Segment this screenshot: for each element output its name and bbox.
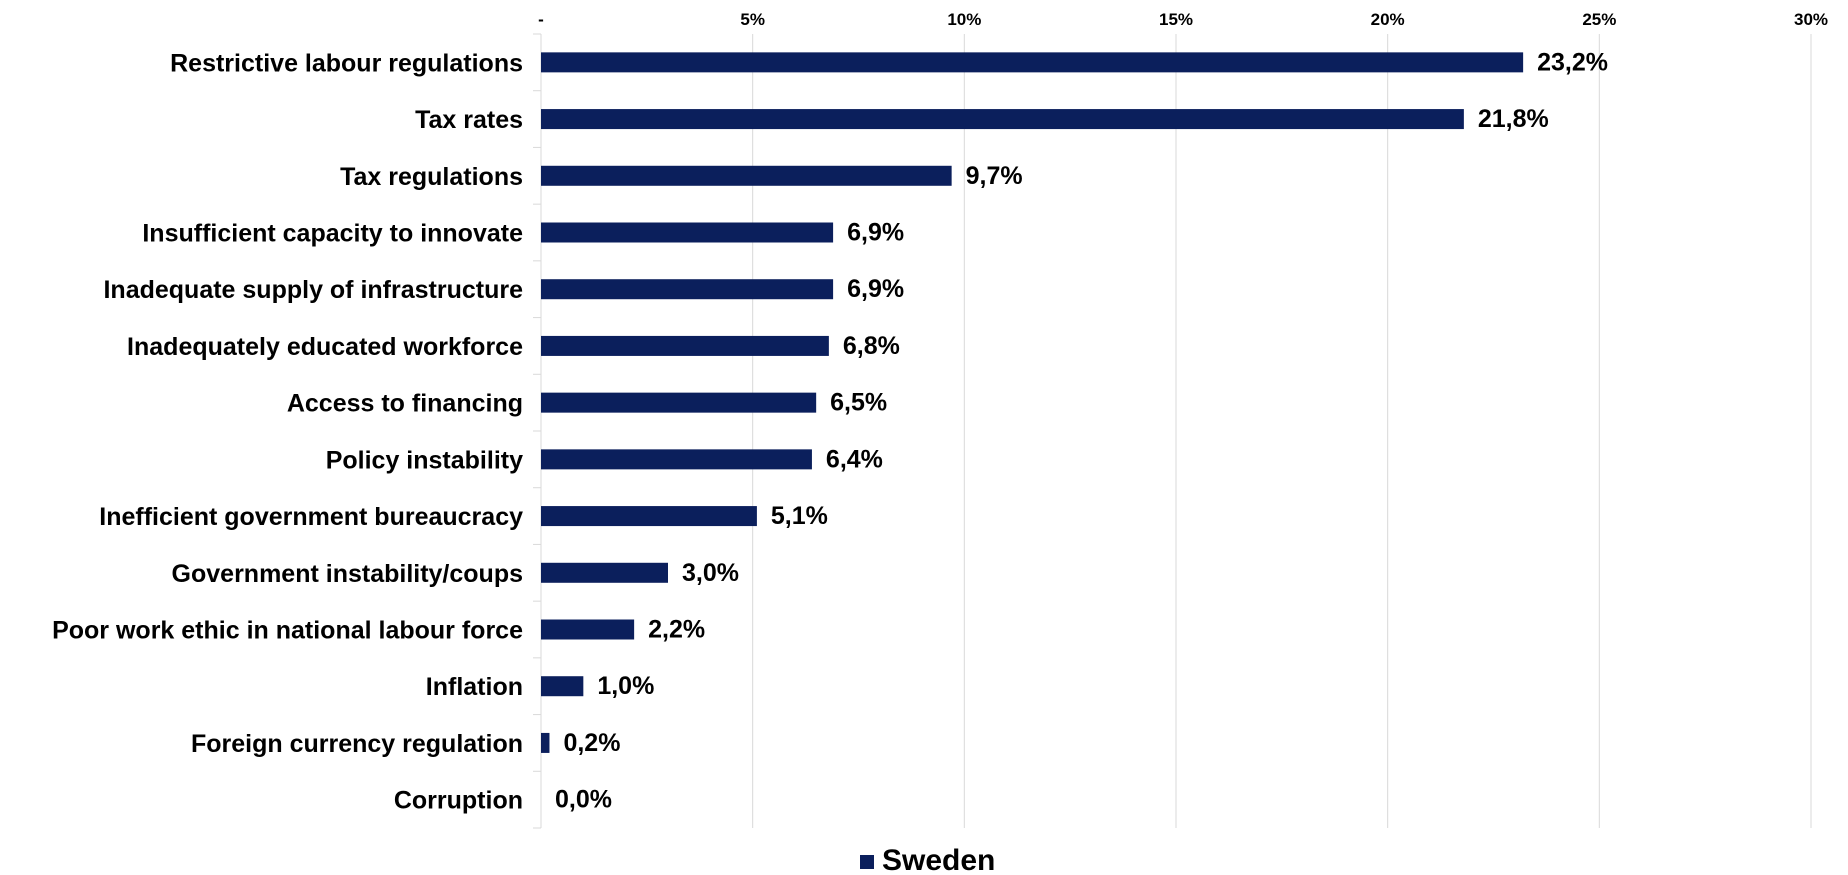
bar-tax-regulations <box>541 165 952 186</box>
category-label-tax-regulations: Tax regulations <box>340 163 523 191</box>
category-label-inadequately-educated-workforce: Inadequately educated workforce <box>127 333 523 361</box>
bar-restrictive-labour-regulations <box>541 52 1524 73</box>
value-label-government-instability-coups: 3,0% <box>682 559 739 587</box>
x-tick-label-15: 15% <box>1159 10 1193 29</box>
value-labels: 23,2% 21,8% 9,7% 6,9% 6,9% 6,8% 6,5% 6,4% 5,1% 3,… <box>555 48 1608 813</box>
value-label-inadequate-supply-of-infrastructure: 6,9% <box>847 275 904 303</box>
bar-foreign-currency-regulation <box>541 732 550 753</box>
legend: Sweden <box>860 844 995 875</box>
bar-government-instability-coups <box>541 562 668 583</box>
x-tick-label-20: 20% <box>1371 10 1405 29</box>
value-label-poor-work-ethic-in-national-labour-force: 2,2% <box>648 616 705 644</box>
category-label-inflation: Inflation <box>426 673 523 701</box>
x-tick-label-0: - <box>538 10 544 29</box>
category-label-corruption: Corruption <box>394 787 523 815</box>
x-tick-label-10: 10% <box>947 10 981 29</box>
bar-access-to-financing <box>541 392 817 413</box>
bar-poor-work-ethic-in-national-labour-force <box>541 619 635 640</box>
x-tick-label-5: 5% <box>740 10 765 29</box>
x-tick-label-25: 25% <box>1582 10 1616 29</box>
value-label-restrictive-labour-regulations: 23,2% <box>1537 48 1608 76</box>
x-tick-labels: - 5% 10% 15% 20% 25% 30% <box>538 10 1828 29</box>
bar-inadequate-supply-of-infrastructure <box>541 279 834 300</box>
x-tick-label-30: 30% <box>1794 10 1828 29</box>
value-label-policy-instability: 6,4% <box>826 445 883 473</box>
category-label-foreign-currency-regulation: Foreign currency regulation <box>191 730 523 758</box>
value-label-tax-rates: 21,8% <box>1478 105 1549 133</box>
category-label-restrictive-labour-regulations: Restrictive labour regulations <box>170 49 523 77</box>
category-label-access-to-financing: Access to financing <box>287 390 523 418</box>
bar-tax-rates <box>541 109 1464 130</box>
value-label-inadequately-educated-workforce: 6,8% <box>843 332 900 360</box>
category-label-policy-instability: Policy instability <box>326 446 523 474</box>
value-label-foreign-currency-regulation: 0,2% <box>563 729 620 757</box>
bar-inefficient-government-bureaucracy <box>541 506 757 527</box>
category-label-tax-rates: Tax rates <box>415 106 523 134</box>
category-label-inadequate-supply-of-infrastructure: Inadequate supply of infrastructure <box>103 276 523 304</box>
legend-swatch-sweden <box>860 855 874 869</box>
category-label-government-instability-coups: Government instability/coups <box>172 560 523 588</box>
gridlines <box>752 34 1812 828</box>
category-label-inefficient-government-bureaucracy: Inefficient government bureaucracy <box>99 503 523 531</box>
legend-label-sweden: Sweden <box>882 844 995 875</box>
bars <box>541 52 1524 753</box>
value-label-inefficient-government-bureaucracy: 5,1% <box>771 502 828 530</box>
category-label-poor-work-ethic-in-national-labour-force: Poor work ethic in national labour force <box>52 617 523 645</box>
category-labels: Restrictive labour regulations Tax rates T… <box>52 49 523 814</box>
bar-inflation <box>541 676 584 697</box>
category-axis <box>533 33 542 829</box>
value-label-access-to-financing: 6,5% <box>830 389 887 417</box>
bar-policy-instability <box>541 449 812 470</box>
bar-inadequately-educated-workforce <box>541 335 829 356</box>
value-label-corruption: 0,0% <box>555 786 612 814</box>
value-label-tax-regulations: 9,7% <box>966 162 1023 190</box>
value-label-inflation: 1,0% <box>597 672 654 700</box>
category-label-insufficient-capacity-to-innovate: Insufficient capacity to innovate <box>142 220 523 248</box>
bar-insufficient-capacity-to-innovate <box>541 222 834 243</box>
value-label-insufficient-capacity-to-innovate: 6,9% <box>847 219 904 247</box>
